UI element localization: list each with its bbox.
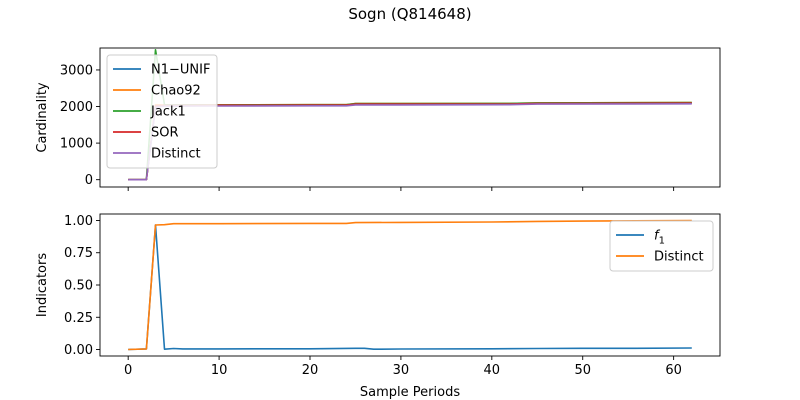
legend-label: N1−UNIF — [151, 63, 210, 78]
y-tick-label: 1000 — [60, 137, 93, 152]
legend: f1 Distinct — [609, 220, 714, 272]
series-group — [128, 219, 692, 351]
legend-box — [106, 54, 218, 169]
x-axis-label: Sample Periods — [360, 385, 460, 400]
y-axis-label: Cardinality — [35, 82, 50, 153]
y-axis-label: Indicators — [35, 253, 50, 317]
legend-label: Distinct — [654, 250, 704, 265]
legend-label: SOR — [151, 126, 179, 141]
x-tick-label: 50 — [574, 363, 591, 378]
x-tick-label: 40 — [484, 363, 501, 378]
figure-title: Sogn (Q814648) — [348, 5, 471, 23]
y-tick-label: 2000 — [60, 100, 93, 115]
y-tick-label: 1.00 — [64, 214, 93, 229]
legend: N1−UNIF Chao92 Jack1 SOR Distinct — [106, 54, 218, 169]
y-tick-label: 0.00 — [64, 343, 93, 358]
y-tick-label: 0 — [85, 173, 93, 188]
y-tick-label: 3000 — [60, 63, 93, 78]
y-tick-label: 0.50 — [64, 279, 93, 294]
axes-frame — [99, 47, 721, 188]
x-tick-label: 60 — [665, 363, 682, 378]
x-tick-label: 20 — [302, 363, 319, 378]
x-tick-label: 10 — [211, 363, 228, 378]
series-line-1 — [128, 219, 692, 351]
x-tick-label: 30 — [393, 363, 410, 378]
indicators-panel: 0 10 20 30 40 50 60 0.00 0.25 0.50 0.75 1.00 Indicat… — [35, 213, 721, 378]
legend-label: f1 — [654, 229, 665, 247]
cardinality-panel: 0 1000 2000 3000 Cardinality N1−UNIF Chao92 Jac… — [35, 47, 721, 191]
y-tick-label: 0.75 — [64, 246, 93, 261]
legend-label: Distinct — [151, 147, 201, 162]
legend-box — [609, 220, 714, 272]
series-line-0 — [128, 224, 692, 351]
x-tick-label: 0 — [124, 363, 132, 378]
y-tick-label: 0.25 — [64, 311, 93, 326]
legend-label: Chao92 — [151, 84, 201, 99]
legend-label: Jack1 — [150, 105, 186, 120]
